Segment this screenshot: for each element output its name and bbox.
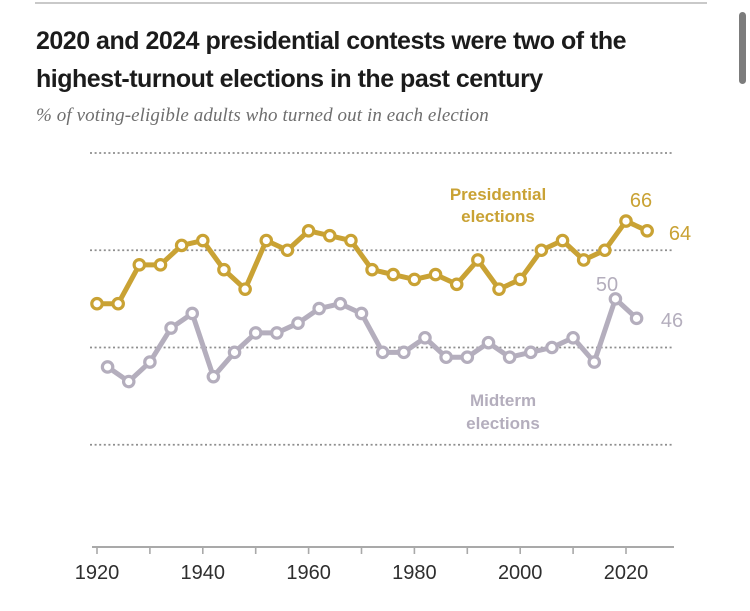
data-point-1998 <box>502 350 517 365</box>
data-point-2006 <box>545 340 559 355</box>
data-point-1920 <box>90 296 104 311</box>
data-point-1938 <box>185 306 200 321</box>
data-point-1976 <box>386 267 401 282</box>
data-point-1966 <box>333 296 348 311</box>
data-point-1974 <box>375 345 390 360</box>
data-point-1960 <box>301 224 316 238</box>
data-point-1942 <box>206 369 221 384</box>
data-point-2012 <box>576 253 591 267</box>
data-point-1932 <box>153 258 168 272</box>
annotation-presidential-elections: Presidential elections <box>450 185 546 226</box>
x-tick-label-2000: 2000 <box>498 562 543 584</box>
data-point-1950 <box>248 326 263 340</box>
data-point-2000 <box>513 272 527 287</box>
data-point-1984 <box>428 267 443 282</box>
data-point-1986 <box>439 350 453 365</box>
data-point-1926 <box>121 374 136 389</box>
data-point-1944 <box>217 262 231 277</box>
x-tick-label-1940: 1940 <box>181 562 226 584</box>
data-point-1954 <box>270 326 284 340</box>
chart-header: 2020 and 2024 presidential contests were… <box>36 22 726 127</box>
data-point-1972 <box>365 262 379 277</box>
data-point-2018 <box>608 292 623 306</box>
x-tick-label-1960: 1960 <box>286 562 331 584</box>
series-presidential <box>90 214 654 311</box>
data-point-1992 <box>471 253 485 267</box>
annotation-66: 66 <box>630 190 652 212</box>
chart-subtitle: % of voting-eligible adults who turned o… <box>36 105 489 126</box>
data-point-1948 <box>238 282 252 296</box>
data-point-1930 <box>143 355 157 369</box>
data-point-1996 <box>492 282 506 296</box>
data-point-2010 <box>566 330 580 345</box>
title-line-2: highest-turnout elections in the past ce… <box>36 65 543 93</box>
data-point-1940 <box>196 233 210 248</box>
data-point-2022 <box>629 311 644 326</box>
data-point-1994 <box>481 335 496 350</box>
data-point-1968 <box>344 233 358 248</box>
series-midterm <box>100 292 644 389</box>
data-point-1978 <box>397 345 411 360</box>
data-point-2016 <box>598 243 612 258</box>
data-point-1988 <box>449 277 464 292</box>
annotation-50: 50 <box>596 274 618 296</box>
data-point-2004 <box>534 243 549 258</box>
data-point-1958 <box>291 316 305 330</box>
series-line <box>94 218 650 307</box>
data-point-1934 <box>164 321 178 335</box>
data-point-2014 <box>587 355 602 369</box>
data-point-1946 <box>227 345 242 360</box>
data-point-1928 <box>132 258 147 272</box>
scrollbar-thumb[interactable] <box>739 12 746 84</box>
x-tick-label-2020: 2020 <box>604 562 649 584</box>
top-divider <box>35 2 707 4</box>
data-point-1952 <box>259 233 274 248</box>
data-point-1990 <box>460 350 475 365</box>
data-point-1980 <box>407 272 422 287</box>
data-point-1936 <box>174 238 189 253</box>
data-point-1962 <box>312 301 326 316</box>
data-point-1970 <box>354 306 369 321</box>
annotation-64: 64 <box>669 223 691 245</box>
turnout-line-chart: 1920 1940 1960 1980 2000 2020 Presidential elec… <box>75 152 691 584</box>
data-point-2002 <box>523 345 538 360</box>
title-line-1: 2020 and 2024 presidential contests were… <box>36 27 627 55</box>
data-point-2020 <box>619 214 633 228</box>
data-point-1956 <box>280 243 295 258</box>
data-point-1924 <box>111 296 125 311</box>
chart-title: 2020 and 2024 presidential contests were… <box>36 22 726 98</box>
annotation-midterm-elections: Midterm elections <box>466 391 540 433</box>
annotation-46: 46 <box>661 310 683 332</box>
data-point-1922 <box>100 360 115 374</box>
data-point-1964 <box>322 228 337 243</box>
x-tick-label-1920: 1920 <box>75 562 120 584</box>
x-tick-label-1980: 1980 <box>392 562 437 584</box>
data-point-2008 <box>555 233 570 248</box>
data-point-1982 <box>418 330 432 345</box>
data-point-2024 <box>640 224 654 238</box>
